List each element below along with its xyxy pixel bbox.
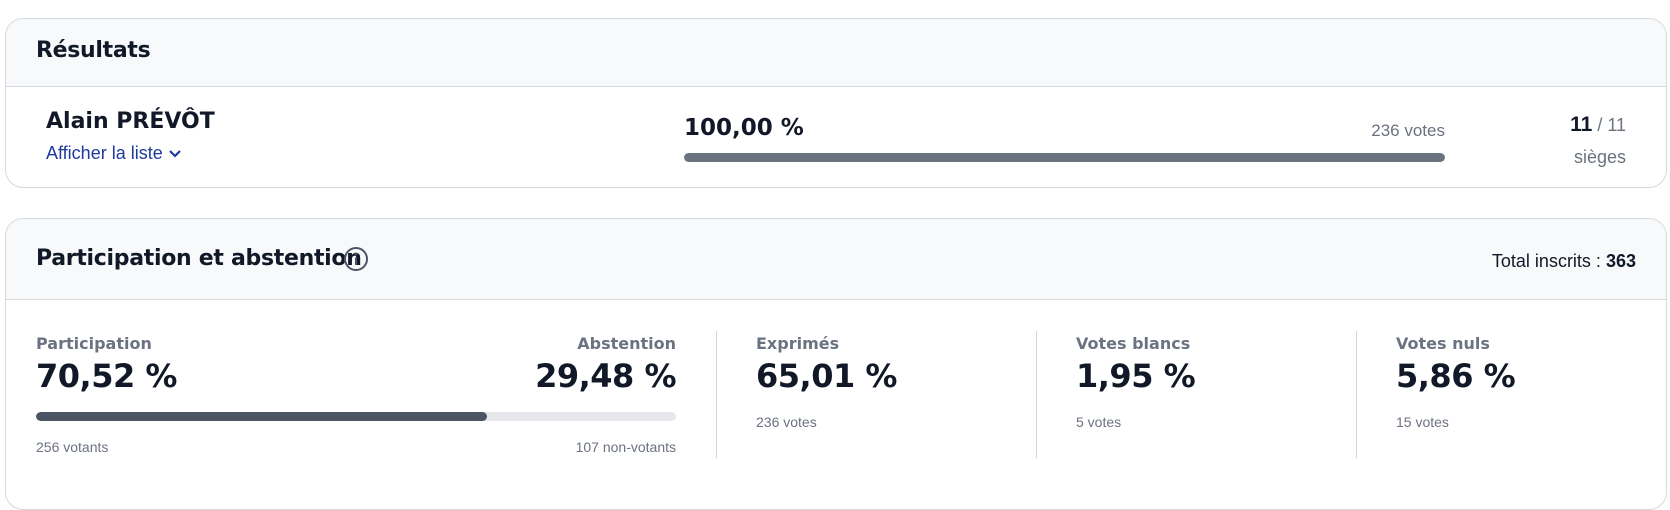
- participation-rate: 70,52 %: [36, 357, 177, 395]
- stat-count: 5 votes: [1076, 414, 1122, 430]
- participation-card: Participation et abstention Total inscri…: [5, 218, 1667, 510]
- chevron-icon: [168, 150, 181, 158]
- toggle-text[interactable]: Afficher la liste: [46, 143, 163, 163]
- participation-count: 256 votants: [36, 439, 109, 455]
- stat-label: Exprimés: [756, 334, 840, 353]
- info-icon[interactable]: [343, 246, 369, 272]
- total-value: 363: [1605, 251, 1636, 271]
- divider: [1356, 331, 1357, 458]
- share-label: 100,00 %: [684, 115, 804, 141]
- total-label: Total inscrits :: [1491, 251, 1601, 271]
- divider: [1036, 331, 1037, 458]
- share-bar: [684, 153, 1445, 162]
- stat-rate: 1,95 %: [1076, 357, 1196, 395]
- page: Résultats Alain PRÉVÔT Afficher la liste…: [5, 18, 1667, 510]
- participation-header: Participation et abstention Total inscri…: [6, 219, 1666, 300]
- abstention-count: 107 non-votants: [575, 439, 676, 455]
- participation-bar: [36, 412, 488, 421]
- participation-track: [36, 412, 676, 421]
- stat-count: 236 votes: [756, 414, 817, 430]
- stat-label: Votes nuls: [1396, 334, 1490, 353]
- results-title: Résultats: [36, 38, 151, 63]
- abstention-rate: 29,48 %: [535, 357, 676, 395]
- stat-label: Votes blancs: [1076, 334, 1191, 353]
- results-header: Résultats: [6, 19, 1666, 87]
- seats-unit: sièges: [1573, 147, 1626, 167]
- candidate-name: Alain PRÉVÔT: [46, 109, 215, 134]
- stat-rate: 5,86 %: [1396, 357, 1516, 395]
- divider: [716, 331, 717, 458]
- seats: 11: [1570, 113, 1593, 136]
- seats-total: / 11: [1597, 115, 1626, 135]
- share-track: [684, 153, 1445, 162]
- stat-rate: 65,01 %: [756, 357, 897, 395]
- participation-title: Participation et abstention: [36, 246, 362, 271]
- results-card: Résultats Alain PRÉVÔT Afficher la liste…: [5, 18, 1667, 188]
- participation-label: Participation: [36, 334, 152, 353]
- toggle-list[interactable]: Afficher la liste: [46, 143, 182, 164]
- candidate-votes: 236 votes: [1371, 121, 1445, 140]
- stat-count: 15 votes: [1396, 414, 1449, 430]
- abstention-label: Abstention: [577, 334, 676, 353]
